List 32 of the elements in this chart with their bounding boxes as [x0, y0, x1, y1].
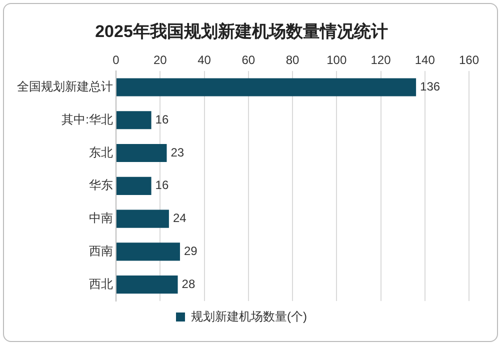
bar [116, 78, 416, 96]
bar [116, 176, 152, 195]
data-label: 28 [182, 276, 196, 291]
data-label: 16 [155, 112, 169, 126]
data-label: 23 [170, 145, 184, 160]
y-tick-label: 西北 [89, 276, 113, 291]
bar [116, 111, 152, 130]
x-tick-label: 60 [242, 52, 256, 67]
y-tick-label: 其中:华北 [62, 112, 113, 126]
data-label: 136 [420, 80, 440, 94]
data-label: 29 [184, 244, 198, 258]
x-tick-label: 0 [112, 52, 120, 67]
y-tick-label: 西南 [89, 244, 113, 258]
bar [116, 144, 167, 162]
chart-title: 2025年我国规划新建机场数量情况统计 [95, 22, 388, 41]
legend-label: 规划新建机场数量(个) [191, 309, 308, 324]
y-tick-label: 华东 [89, 178, 113, 192]
x-tick-label: 40 [198, 52, 212, 67]
x-tick-label: 120 [370, 52, 392, 67]
x-tick-label: 140 [414, 52, 436, 67]
y-tick-label: 中南 [89, 211, 113, 226]
y-tick-label: 全国规划新建总计 [17, 80, 113, 94]
data-label: 24 [172, 211, 187, 226]
x-tick-label: 80 [286, 52, 300, 67]
bar [116, 242, 180, 261]
x-tick-label: 160 [458, 52, 480, 67]
x-tick-label: 100 [326, 52, 347, 67]
data-label: 16 [155, 178, 169, 192]
y-tick-label: 东北 [89, 145, 113, 160]
bar [116, 210, 169, 228]
bar [116, 276, 178, 294]
x-tick-label: 20 [153, 52, 168, 67]
